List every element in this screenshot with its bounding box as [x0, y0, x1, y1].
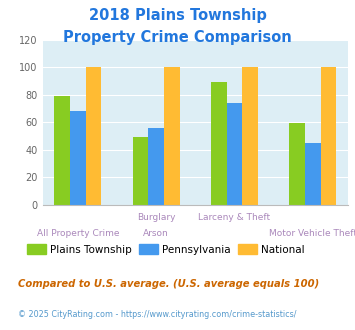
Text: Compared to U.S. average. (U.S. average equals 100): Compared to U.S. average. (U.S. average …	[18, 279, 319, 289]
Text: Property Crime Comparison: Property Crime Comparison	[63, 30, 292, 45]
Text: Motor Vehicle Theft: Motor Vehicle Theft	[269, 229, 355, 238]
Bar	[211, 82, 226, 205]
Bar	[321, 67, 336, 205]
Bar	[148, 128, 164, 205]
Bar	[289, 123, 305, 205]
Text: Arson: Arson	[143, 229, 169, 238]
Bar	[70, 111, 86, 205]
Text: © 2025 CityRating.com - https://www.cityrating.com/crime-statistics/: © 2025 CityRating.com - https://www.city…	[18, 310, 296, 319]
Text: Larceny & Theft: Larceny & Theft	[198, 213, 271, 222]
Bar	[242, 67, 258, 205]
Bar	[133, 137, 148, 205]
Bar	[164, 67, 180, 205]
Bar	[305, 143, 321, 205]
Bar	[86, 67, 101, 205]
Bar	[54, 96, 70, 205]
Text: 2018 Plains Township: 2018 Plains Township	[88, 8, 267, 23]
Text: Burglary: Burglary	[137, 213, 175, 222]
Bar	[226, 103, 242, 205]
Legend: Plains Township, Pennsylvania, National: Plains Township, Pennsylvania, National	[23, 240, 308, 259]
Text: All Property Crime: All Property Crime	[37, 229, 119, 238]
